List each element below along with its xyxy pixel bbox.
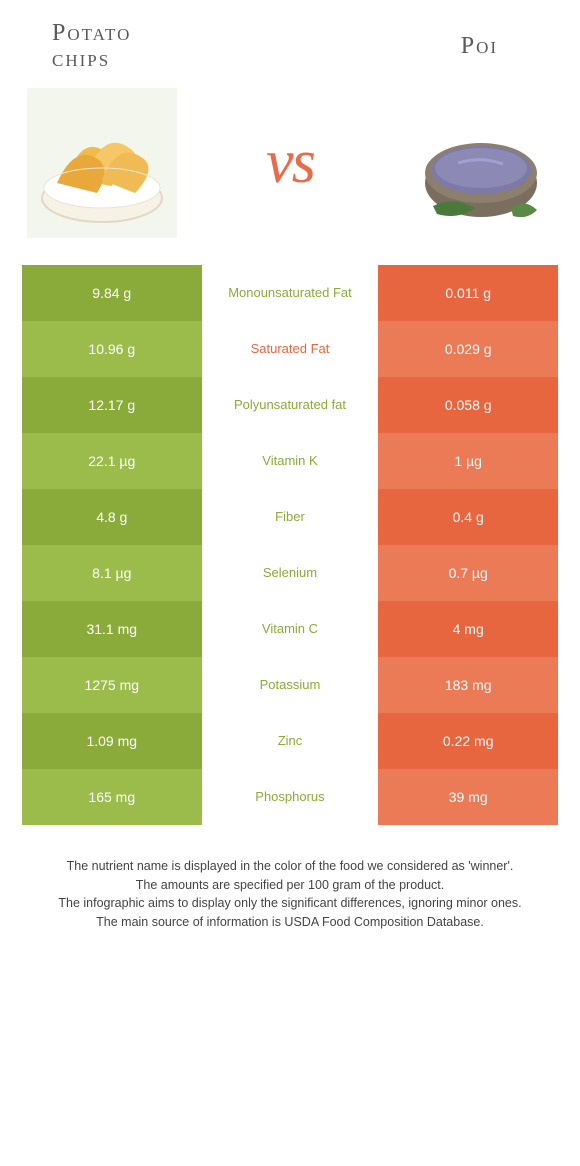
left-value: 4.8 g (22, 489, 202, 545)
chips-icon (27, 88, 177, 238)
right-value: 183 mg (378, 657, 558, 713)
nutrient-label: Saturated Fat (202, 321, 379, 377)
left-value: 10.96 g (22, 321, 202, 377)
footnote: The nutrient name is displayed in the co… (22, 857, 558, 932)
comparison-infographic: Potato chips Poi vs (0, 0, 580, 962)
nutrient-row: 1.09 mgZinc0.22 mg (22, 713, 558, 769)
left-value: 22.1 µg (22, 433, 202, 489)
footnote-line: The nutrient name is displayed in the co… (26, 857, 554, 876)
right-value: 0.011 g (378, 265, 558, 321)
right-value: 1 µg (378, 433, 558, 489)
right-food-image (398, 83, 558, 243)
nutrient-row: 8.1 µgSelenium0.7 µg (22, 545, 558, 601)
right-value: 0.22 mg (378, 713, 558, 769)
right-food-heading: Poi (349, 33, 558, 59)
nutrient-row: 1275 mgPotassium183 mg (22, 657, 558, 713)
left-value: 31.1 mg (22, 601, 202, 657)
vs-label: vs (266, 127, 314, 198)
footnote-line: The main source of information is USDA F… (26, 913, 554, 932)
nutrient-label: Zinc (202, 713, 379, 769)
nutrient-row: 22.1 µgVitamin K1 µg (22, 433, 558, 489)
right-value: 0.058 g (378, 377, 558, 433)
nutrient-row: 165 mgPhosphorus39 mg (22, 769, 558, 825)
right-value: 0.7 µg (378, 545, 558, 601)
left-food-title: Potato chips (52, 20, 201, 73)
right-value: 0.4 g (378, 489, 558, 545)
nutrient-label: Vitamin K (202, 433, 379, 489)
nutrient-label: Polyunsaturated fat (202, 377, 379, 433)
left-value: 1.09 mg (22, 713, 202, 769)
nutrient-table: 9.84 gMonounsaturated Fat0.011 g10.96 gS… (22, 265, 558, 825)
poi-icon (403, 88, 553, 238)
header: Potato chips Poi (22, 20, 558, 73)
right-value: 4 mg (378, 601, 558, 657)
nutrient-label: Selenium (202, 545, 379, 601)
left-value: 8.1 µg (22, 545, 202, 601)
nutrient-label: Monounsaturated Fat (202, 265, 379, 321)
image-row: vs (22, 83, 558, 243)
left-value: 9.84 g (22, 265, 202, 321)
left-food-heading: Potato chips (22, 20, 201, 73)
left-value: 12.17 g (22, 377, 202, 433)
right-food-title: Poi (349, 33, 498, 59)
right-value: 0.029 g (378, 321, 558, 377)
footnote-line: The infographic aims to display only the… (26, 894, 554, 913)
footnote-line: The amounts are specified per 100 gram o… (26, 876, 554, 895)
left-value: 1275 mg (22, 657, 202, 713)
nutrient-row: 9.84 gMonounsaturated Fat0.011 g (22, 265, 558, 321)
nutrient-row: 31.1 mgVitamin C4 mg (22, 601, 558, 657)
right-value: 39 mg (378, 769, 558, 825)
nutrient-row: 4.8 gFiber0.4 g (22, 489, 558, 545)
left-food-image (22, 83, 182, 243)
nutrient-label: Vitamin C (202, 601, 379, 657)
nutrient-row: 10.96 gSaturated Fat0.029 g (22, 321, 558, 377)
left-value: 165 mg (22, 769, 202, 825)
nutrient-row: 12.17 gPolyunsaturated fat0.058 g (22, 377, 558, 433)
nutrient-label: Fiber (202, 489, 379, 545)
nutrient-label: Potassium (202, 657, 379, 713)
nutrient-label: Phosphorus (202, 769, 379, 825)
